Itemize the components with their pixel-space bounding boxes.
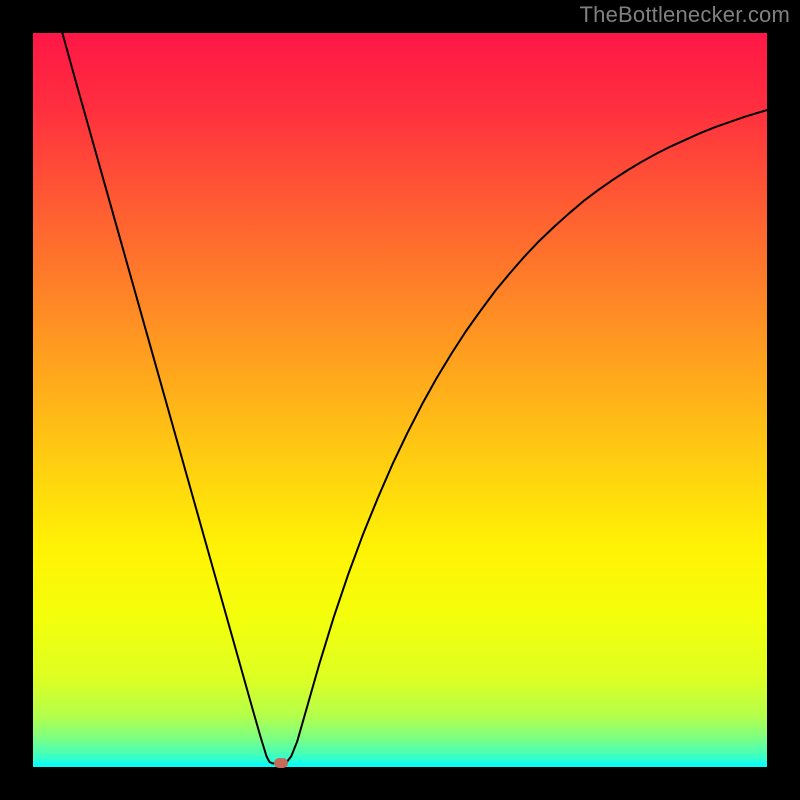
bottleneck-curve xyxy=(33,33,767,767)
watermark-text: TheBottlenecker.com xyxy=(580,2,790,28)
chart-canvas: TheBottlenecker.com xyxy=(0,0,800,800)
plot-area xyxy=(33,33,767,767)
min-point-marker xyxy=(274,758,288,768)
